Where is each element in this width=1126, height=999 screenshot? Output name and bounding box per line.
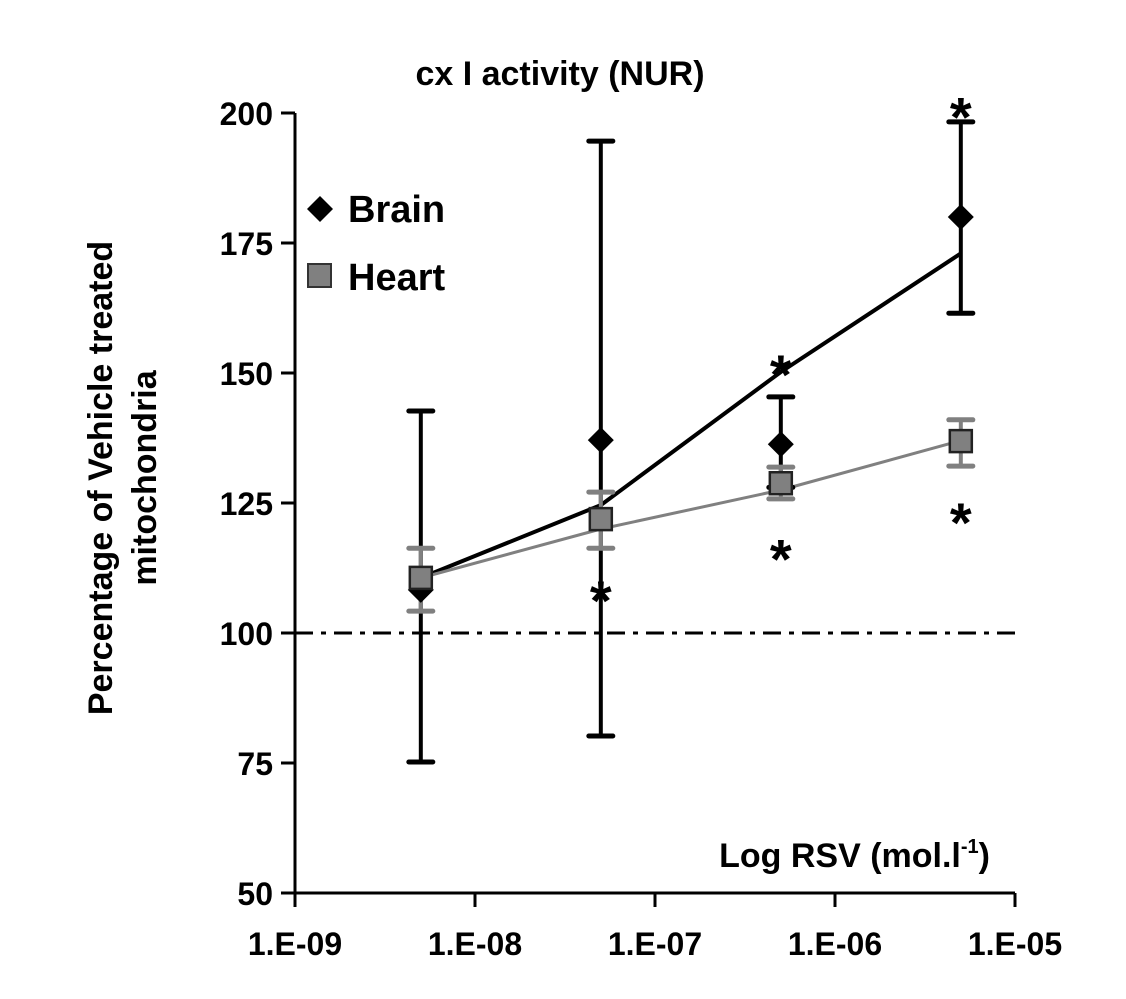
trendline-heart: [420, 439, 962, 580]
y-axis-label: Percentage of Vehicle treated mitochondr…: [82, 241, 164, 715]
data-point-brain: [587, 427, 614, 454]
data-point-heart: [948, 428, 974, 454]
y-tick-label: 50: [237, 876, 273, 912]
axes: 50 75 100 125 150 175 200 1.E-09 1.E-08 1.E-07 1.E…: [220, 96, 1063, 962]
x-axis-label-sup: -1: [961, 836, 979, 858]
x-tick-label: 1.E-06: [788, 926, 882, 962]
y-tick-label: 200: [220, 96, 273, 132]
y-tick-label: 175: [220, 226, 273, 262]
data-point-brain: [767, 431, 794, 458]
x-tick-label: 1.E-08: [428, 926, 522, 962]
data-point-heart: [588, 506, 614, 532]
data-point-heart: [408, 565, 434, 591]
significance-asterisk: *: [770, 527, 792, 590]
data-point-brain: [947, 204, 974, 230]
y-tick-label: 125: [220, 486, 273, 522]
x-axis-label-close: ): [979, 837, 990, 875]
y-axis-label-line1: Percentage of Vehicle treated: [82, 241, 120, 715]
x-axis-label-main: Log RSV (mol.l: [719, 837, 961, 875]
x-tick-label: 1.E-09: [248, 926, 342, 962]
legend-brain-label: Brain: [348, 189, 445, 231]
chart-title: cx I activity (NUR): [415, 55, 704, 93]
legend-diamond-icon: [307, 196, 333, 222]
significance-asterisk: *: [770, 343, 792, 406]
significance-asterisk: *: [950, 85, 972, 148]
x-tick-label: 1.E-05: [968, 926, 1062, 962]
legend-square-icon: [307, 263, 332, 288]
significance-asterisk: *: [590, 569, 612, 632]
significance-asterisk: *: [950, 491, 972, 554]
data-point-heart: [768, 470, 794, 496]
marks: * * * * *: [406, 85, 976, 765]
y-tick-label: 150: [220, 356, 273, 392]
y-axis-label-line2: mitochondria: [126, 369, 164, 585]
legend: Brain Heart: [307, 189, 445, 299]
x-axis-label: Log RSV (mol.l-1): [719, 836, 990, 875]
x-tick-label: 1.E-07: [608, 926, 702, 962]
y-tick-label: 75: [237, 746, 273, 782]
y-tick-label: 100: [220, 616, 273, 652]
trendline-brain: [420, 251, 962, 580]
legend-heart-label: Heart: [348, 257, 445, 299]
